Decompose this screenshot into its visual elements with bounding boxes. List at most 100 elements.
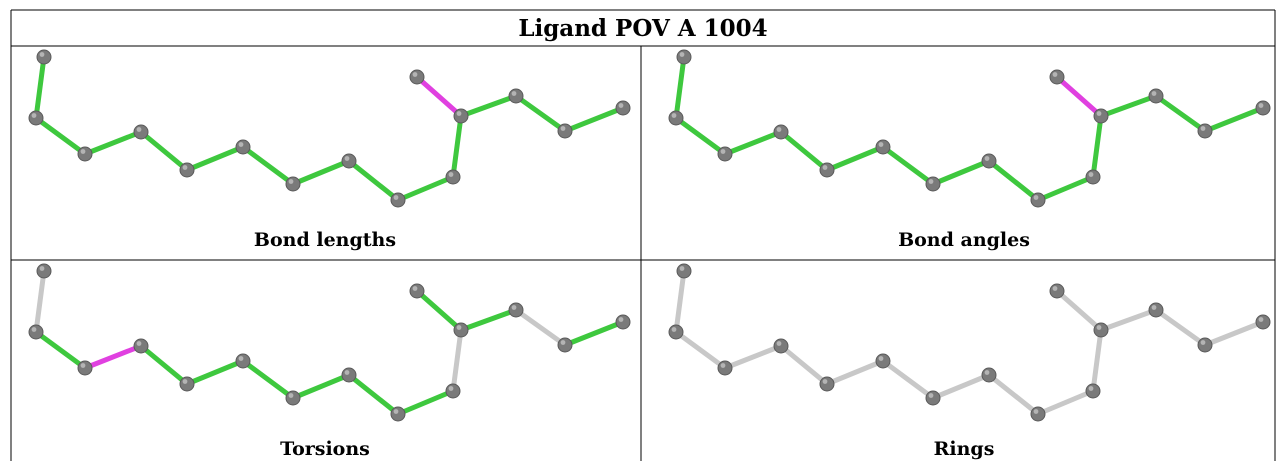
atom-9 <box>445 383 461 399</box>
atom-highlight-10 <box>456 325 462 330</box>
atom-highlight-2 <box>720 149 726 154</box>
atom-8 <box>1030 406 1046 422</box>
bond-12-13 <box>1153 93 1208 134</box>
bond-1-2 <box>673 115 728 157</box>
bond-10-12 <box>458 307 519 333</box>
atom-highlight-1 <box>31 327 37 332</box>
atom-5 <box>235 353 251 369</box>
atom-9 <box>1085 383 1101 399</box>
atom-7 <box>341 367 357 383</box>
bond-1-2 <box>673 329 728 371</box>
bond-8-9 <box>1035 388 1096 417</box>
atom-13 <box>557 337 573 353</box>
atom-2 <box>77 360 93 376</box>
atom-13 <box>1197 123 1213 139</box>
atom-14 <box>615 314 631 330</box>
atom-14 <box>615 100 631 116</box>
atom-highlight-4 <box>822 165 828 170</box>
bond-9-10 <box>450 113 464 180</box>
bond-10-12 <box>1098 93 1159 119</box>
bond-7-8 <box>986 372 1041 417</box>
panel-rings <box>668 263 1271 422</box>
bond-3-4 <box>778 343 830 387</box>
atom-11 <box>409 69 425 85</box>
atom-12 <box>508 88 524 104</box>
atom-2 <box>717 146 733 162</box>
atom-highlight-0 <box>679 266 685 271</box>
atom-highlight-14 <box>618 317 624 322</box>
bond-6-7 <box>290 372 352 401</box>
atom-highlight-13 <box>560 126 566 131</box>
caption-bond-angles: Bond angles <box>898 229 1030 251</box>
atom-highlight-11 <box>412 286 418 291</box>
atom-2 <box>77 146 93 162</box>
atom-3 <box>133 338 149 354</box>
bond-0-1 <box>33 268 47 335</box>
atom-highlight-12 <box>511 91 517 96</box>
atom-6 <box>925 176 941 192</box>
bond-12-13 <box>1153 307 1208 348</box>
atom-highlight-6 <box>288 393 294 398</box>
atom-highlight-7 <box>344 156 350 161</box>
atom-highlight-8 <box>1033 195 1039 200</box>
atom-highlight-11 <box>412 72 418 77</box>
atom-0 <box>36 263 52 279</box>
atom-highlight-11 <box>1052 72 1058 77</box>
atom-10 <box>453 108 469 124</box>
bond-8-9 <box>1035 174 1096 203</box>
bond-13-14 <box>562 105 626 134</box>
atom-highlight-4 <box>182 165 188 170</box>
bond-4-5 <box>184 358 246 387</box>
bond-7-8 <box>346 372 401 417</box>
atom-10 <box>453 322 469 338</box>
figure-title: Ligand POV A 1004 <box>518 15 767 42</box>
atom-4 <box>819 376 835 392</box>
bond-6-7 <box>930 158 992 187</box>
bond-5-6 <box>880 144 936 187</box>
atom-highlight-3 <box>136 127 142 132</box>
panel-torsions <box>28 263 631 422</box>
bond-5-6 <box>240 144 296 187</box>
atom-highlight-12 <box>1151 91 1157 96</box>
bond-0-1 <box>673 268 687 335</box>
atom-5 <box>875 353 891 369</box>
atom-highlight-5 <box>878 356 884 361</box>
bond-3-4 <box>778 129 830 173</box>
atom-highlight-13 <box>1200 340 1206 345</box>
bond-4-5 <box>184 144 246 173</box>
atom-highlight-8 <box>393 409 399 414</box>
bond-4-5 <box>824 358 886 387</box>
atom-highlight-14 <box>1258 103 1264 108</box>
atom-highlight-6 <box>928 179 934 184</box>
bond-5-6 <box>880 358 936 401</box>
atom-1 <box>28 110 44 126</box>
bond-7-8 <box>986 158 1041 203</box>
bond-10-11 <box>414 74 464 119</box>
bond-13-14 <box>1202 105 1266 134</box>
atom-highlight-4 <box>822 379 828 384</box>
atom-6 <box>285 176 301 192</box>
atom-10 <box>1093 108 1109 124</box>
bond-6-7 <box>930 372 992 401</box>
atom-highlight-5 <box>238 142 244 147</box>
atom-0 <box>676 49 692 65</box>
atom-11 <box>1049 69 1065 85</box>
atom-14 <box>1255 100 1271 116</box>
bond-2-3 <box>82 343 144 371</box>
bond-13-14 <box>1202 319 1266 348</box>
atom-highlight-3 <box>776 127 782 132</box>
atom-highlight-7 <box>984 370 990 375</box>
bond-10-11 <box>414 288 464 333</box>
atom-highlight-5 <box>238 356 244 361</box>
atom-highlight-9 <box>1088 386 1094 391</box>
bond-5-6 <box>240 358 296 401</box>
atom-4 <box>179 376 195 392</box>
atom-highlight-13 <box>560 340 566 345</box>
atom-highlight-9 <box>1088 172 1094 177</box>
atom-6 <box>925 390 941 406</box>
bond-10-11 <box>1054 74 1104 119</box>
bond-4-5 <box>824 144 886 173</box>
atom-8 <box>390 406 406 422</box>
bond-1-2 <box>33 329 88 371</box>
atom-13 <box>557 123 573 139</box>
